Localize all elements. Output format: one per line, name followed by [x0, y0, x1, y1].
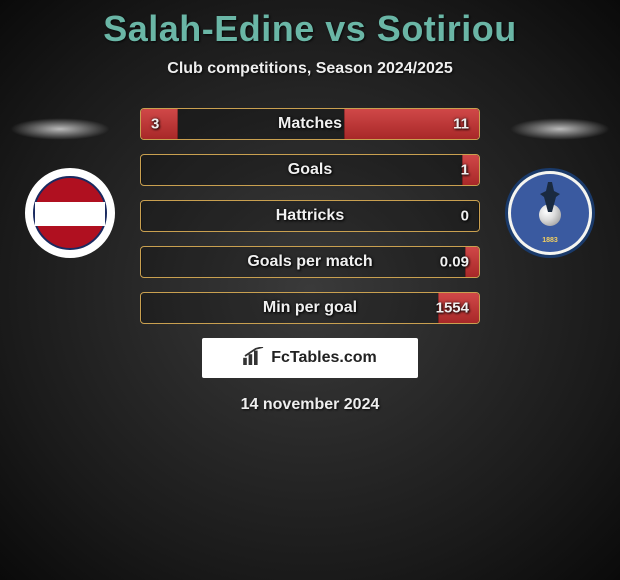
bar-label: Matches: [278, 115, 342, 133]
club-crest-left-band: [35, 202, 105, 226]
bar-value-right: 11: [453, 116, 469, 133]
bar-row-min-per-goal: Min per goal 1554: [140, 292, 480, 324]
player-shadow-right: [510, 118, 610, 140]
bar-value-right: 1554: [436, 300, 469, 317]
comparison-panel: 1883 3 Matches 11 Goals 1 Hattricks 0: [0, 108, 620, 414]
club-crest-right: 1883: [505, 168, 595, 258]
footer-date: 14 november 2024: [0, 396, 620, 414]
branding-text: FcTables.com: [271, 349, 377, 367]
chart-icon: [243, 347, 265, 370]
bar-fill-right: [478, 201, 479, 231]
comparison-bars: 3 Matches 11 Goals 1 Hattricks 0 Goals p…: [140, 108, 480, 324]
bar-fill-left: [141, 201, 142, 231]
bar-row-hattricks: Hattricks 0: [140, 200, 480, 232]
bar-row-goals: Goals 1: [140, 154, 480, 186]
bar-value-left: 3: [151, 116, 159, 133]
club-crest-right-year: 1883: [542, 237, 558, 244]
bar-value-right: 0: [461, 208, 469, 225]
bar-fill-left: [141, 155, 142, 185]
bar-fill-left: [141, 293, 142, 323]
bar-label: Min per goal: [263, 299, 357, 317]
bar-fill-left: [141, 247, 142, 277]
player-shadow-left: [10, 118, 110, 140]
branding-badge: FcTables.com: [202, 338, 418, 378]
bar-fill-left: [141, 109, 178, 139]
page-title: Salah-Edine vs Sotiriou: [0, 0, 620, 50]
bar-value-right: 1: [461, 162, 469, 179]
page-subtitle: Club competitions, Season 2024/2025: [0, 60, 620, 78]
club-crest-right-inner: 1883: [511, 174, 589, 252]
bar-row-goals-per-match: Goals per match 0.09: [140, 246, 480, 278]
bar-label: Goals: [288, 161, 332, 179]
bar-value-right: 0.09: [440, 254, 469, 271]
club-crest-left: [25, 168, 115, 258]
bar-label: Hattricks: [276, 207, 344, 225]
bar-row-matches: 3 Matches 11: [140, 108, 480, 140]
bar-label: Goals per match: [247, 253, 372, 271]
club-crest-left-inner: [33, 176, 107, 250]
